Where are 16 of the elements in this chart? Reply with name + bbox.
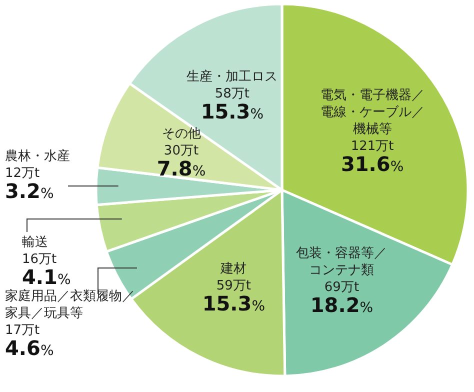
slice-label: 農林・水産 — [5, 148, 70, 164]
data-label: 17万t 4.6% — [5, 323, 54, 360]
slice-label: 包装・容器等／コンテナ類 — [296, 244, 388, 278]
slice-label: 建材 — [220, 261, 247, 276]
data-label: 16万t 4.1% — [22, 252, 71, 289]
data-label: 58万t 15.3% — [200, 86, 264, 124]
slice-label: 家庭用品／衣類履物／家具／玩具等 — [5, 288, 135, 321]
slice-label: 生産・加工ロス — [186, 68, 278, 84]
slice-label: その他 — [162, 126, 201, 142]
slice-label: 輸送 — [22, 235, 48, 250]
data-label: 59万t 15.3% — [202, 278, 266, 316]
slice-label: 電気・電子機器／電線・ケーブル／機械等 — [320, 88, 424, 137]
data-label: 121万t 31.6% — [340, 138, 404, 176]
data-label: 30万t 7.8% — [156, 143, 206, 180]
data-label: 69万t 18.2% — [310, 280, 374, 317]
data-label: 12万t 3.2% — [5, 166, 54, 203]
